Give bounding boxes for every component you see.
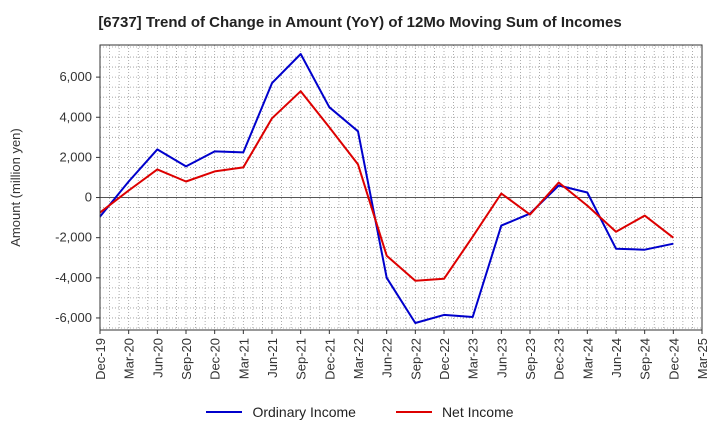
x-tick-label: Jun-21 (265, 338, 280, 378)
y-tick-label: -6,000 (55, 310, 92, 325)
x-tick-label: Mar-25 (695, 338, 710, 379)
y-tick-label: 6,000 (59, 69, 92, 84)
x-tick-label: Jun-23 (494, 338, 509, 378)
x-tick-label: Jun-24 (609, 338, 624, 378)
x-tick-label: Sep-20 (179, 338, 194, 380)
x-tick-label: Mar-24 (580, 338, 595, 379)
legend-label-ordinary-income: Ordinary Income (252, 404, 356, 420)
y-tick-label: 0 (85, 190, 92, 205)
plot-frame (99, 44, 703, 331)
x-tick-label: Mar-22 (351, 338, 366, 379)
x-tick-label: Dec-22 (437, 338, 452, 380)
legend-item-ordinary-income: Ordinary Income (206, 404, 356, 420)
series-lines (99, 53, 674, 324)
x-tick-label: Dec-21 (322, 338, 337, 380)
x-tick-label: Mar-21 (236, 338, 251, 379)
y-axis-label: Amount (million yen) (8, 128, 23, 247)
x-tick-label: Sep-21 (294, 338, 309, 380)
x-tick-label: Dec-23 (552, 338, 567, 380)
x-tick-label: Sep-24 (638, 338, 653, 380)
x-tick-label: Mar-20 (122, 338, 137, 379)
y-tick-labels: 6,000 4,000 2,000 0 -2,000 -4,000 -6,000 (55, 69, 100, 325)
legend-swatch-net-income (395, 411, 432, 413)
x-tick-label: Jun-20 (150, 338, 165, 378)
legend-swatch-ordinary-income (206, 411, 243, 413)
y-tick-label: 4,000 (59, 109, 92, 124)
x-tick-label: Sep-22 (408, 338, 423, 380)
x-tick-labels: Dec-19 Mar-20 Jun-20 Sep-20 Dec-20 Mar-21 Jun-… (93, 330, 710, 380)
legend-label-net-income: Net Income (441, 404, 514, 420)
x-tick-label: Jun-22 (380, 338, 395, 378)
x-tick-label: Sep-23 (523, 338, 538, 380)
legend-item-net-income: Net Income (395, 404, 514, 420)
y-tick-label: 2,000 (59, 149, 92, 164)
series-line-net-income (99, 90, 674, 282)
series-line-ordinary-income (99, 53, 674, 324)
x-tick-label: Dec-20 (208, 338, 223, 380)
x-tick-label: Dec-19 (93, 338, 108, 380)
grid (100, 45, 702, 330)
legend: Ordinary Income Net Income (0, 404, 720, 420)
y-tick-label: -4,000 (55, 270, 92, 285)
x-tick-label: Dec-24 (666, 338, 681, 380)
x-tick-label: Mar-23 (466, 338, 481, 379)
chart-title: [6737] Trend of Change in Amount (YoY) o… (98, 14, 622, 31)
y-tick-label: -2,000 (55, 230, 92, 245)
